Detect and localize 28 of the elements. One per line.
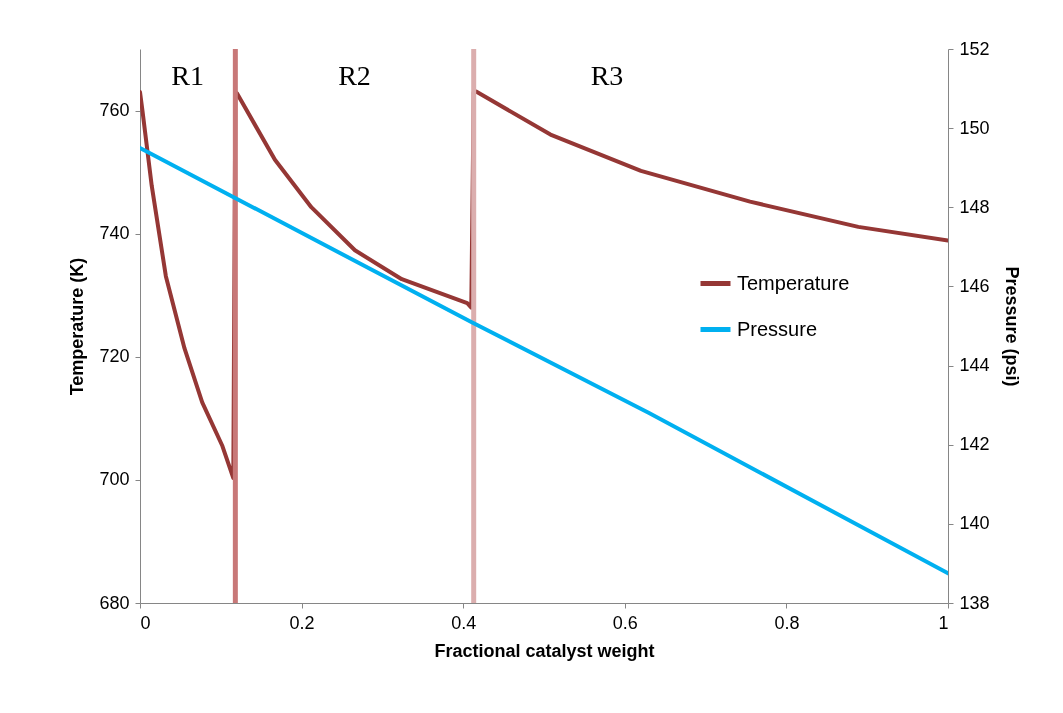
legend-label: Pressure [737,317,818,340]
x-axis-title: Fractional catalyst weight [434,640,655,661]
y-tick-label: 700 [99,469,130,490]
y2-tick-label: 152 [959,38,990,59]
y2-tick-label: 146 [959,275,990,296]
x-tick-label: 0.8 [774,612,800,633]
x-tick-label: 1 [938,612,949,633]
y2-tick-label: 148 [959,196,990,217]
x-tick-label: 0 [140,612,151,633]
y2-axis-title: Pressure (psi) [1001,266,1022,387]
y-tick-label: 720 [99,346,130,367]
x-tick-label: 0.2 [289,612,315,633]
y-axis-title: Temperature (K) [67,257,88,396]
line-series [140,145,948,576]
y2-tick-label: 140 [959,513,990,534]
y2-tick-label: 144 [959,355,990,376]
y-tick-label: 760 [99,100,130,121]
annotation: R2 [338,60,371,91]
y-tick-label: 740 [99,223,130,244]
y2-tick-label: 142 [959,434,990,455]
annotation: R3 [590,60,624,91]
annotation: R1 [171,60,205,91]
y2-tick-label: 150 [959,117,990,138]
y2-tick-label: 138 [959,592,990,613]
x-tick-label: 0.6 [612,612,638,633]
y-tick-label: 680 [99,592,130,613]
legend-label: Temperature [737,271,850,294]
x-tick-label: 0.4 [451,612,477,633]
